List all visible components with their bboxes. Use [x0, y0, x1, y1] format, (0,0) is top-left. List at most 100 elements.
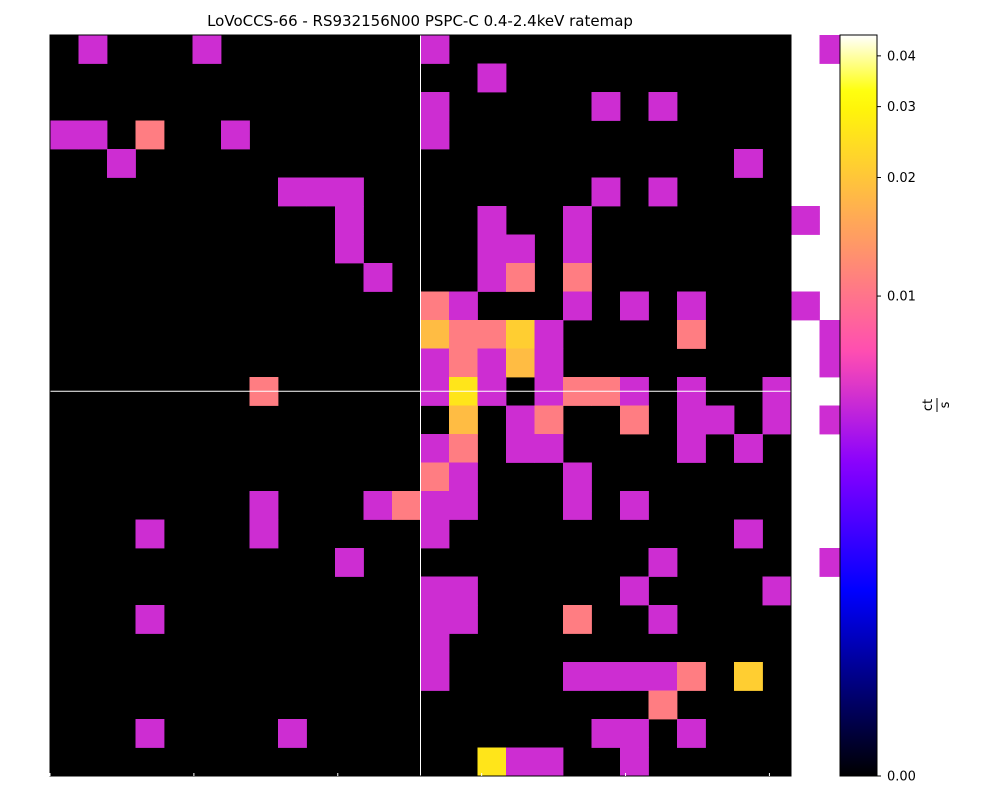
heatmap-cell [135, 605, 165, 634]
heatmap-cell [563, 662, 592, 691]
heatmap-cell [449, 491, 478, 520]
heatmap-cell [335, 177, 364, 207]
colorbar-units: ct s [921, 398, 953, 412]
colorbar-tick-label: 0.01 [887, 290, 916, 305]
heatmap-plot[interactable] [49, 34, 849, 777]
heatmap-cell [135, 519, 165, 549]
heatmap-cell [78, 35, 108, 64]
heatmap-cell [734, 519, 763, 549]
heatmap-cell [477, 234, 507, 264]
heatmap-cell [791, 206, 820, 235]
heatmap-cell [648, 605, 678, 634]
heatmap-cell [449, 320, 478, 349]
heatmap-cell [420, 120, 450, 150]
heatmap-cell [620, 662, 649, 691]
heatmap-cell [563, 234, 592, 264]
heatmap-cell [677, 662, 706, 691]
heatmap-cell [449, 348, 478, 378]
heatmap-cell [420, 491, 450, 520]
plot-frame [49, 34, 792, 777]
heatmap-cell [677, 320, 706, 349]
colorbar-tick-label: 0.03 [887, 100, 916, 115]
heatmap-cell [620, 405, 649, 435]
heatmap-cell [420, 92, 450, 121]
heatmap-cell [420, 291, 450, 321]
colorbar-tick-label: 0.00 [887, 770, 916, 785]
heatmap-cell [620, 719, 649, 748]
heatmap-cell [648, 548, 678, 577]
heatmap-cell [278, 177, 307, 207]
heatmap-cell [534, 434, 564, 463]
heatmap-cell [278, 719, 307, 748]
heatmap-cell [620, 576, 649, 606]
heatmap-cell [620, 747, 649, 777]
heatmap-cell [534, 320, 564, 349]
heatmap-cell [420, 348, 450, 378]
colorbar-bar [839, 34, 878, 777]
colorbar-tick-label: 0.02 [887, 171, 916, 186]
heatmap-cell [506, 747, 535, 777]
units-denominator: s [938, 401, 953, 408]
heatmap-cell [449, 576, 478, 606]
heatmap-cell [420, 662, 450, 691]
heatmap-cell [363, 263, 393, 292]
heatmap-cell [648, 662, 678, 691]
heatmap-cell [249, 519, 279, 549]
heatmap-cell [477, 263, 507, 292]
heatmap-cell [705, 405, 735, 435]
heatmap-cell [477, 747, 507, 777]
heatmap-cell [420, 462, 450, 492]
heatmap-cell [221, 120, 250, 150]
heatmap-cell [363, 491, 393, 520]
heatmap-cell [534, 747, 564, 777]
heatmap-cell [249, 491, 279, 520]
heatmap-cell [420, 519, 450, 549]
heatmap-cell [591, 92, 621, 121]
heatmap-cell [50, 120, 79, 150]
heatmap-cell [677, 434, 706, 463]
heatmap-cell [762, 576, 792, 606]
heatmap-cell [135, 120, 165, 150]
heatmap-cell [135, 719, 165, 748]
heatmap-cell [563, 206, 592, 235]
heatmap-cell [477, 63, 507, 93]
heatmap-cell [392, 491, 421, 520]
heatmap-cell [449, 434, 478, 463]
heatmap-cell [591, 177, 621, 207]
heatmap-cell [591, 719, 621, 748]
heatmap-cell [335, 548, 364, 577]
heatmap-cell [477, 320, 507, 349]
heatmap-cell [78, 120, 108, 150]
heatmap-cell [734, 149, 763, 178]
heatmap-cell [449, 405, 478, 435]
heatmap-cell [506, 405, 535, 435]
heatmap-cell [449, 291, 478, 321]
heatmap-cell [449, 605, 478, 634]
heatmap-cell [506, 348, 535, 378]
heatmap-cell [335, 206, 364, 235]
heatmap-cell [335, 234, 364, 264]
heatmap-cell [506, 234, 535, 264]
heatmap-cell [563, 263, 592, 292]
heatmap-cell [192, 35, 222, 64]
heatmap-cell [420, 434, 450, 463]
heatmap-cell [648, 690, 678, 720]
heatmap-cell [534, 405, 564, 435]
heatmap-cell [306, 177, 336, 207]
heatmap-cell [677, 719, 706, 748]
heatmap-cell [734, 434, 763, 463]
heatmap-cell [762, 405, 792, 435]
heatmap-cell [506, 263, 535, 292]
heatmap-cell [420, 605, 450, 634]
heatmap-cell [506, 434, 535, 463]
heatmap-cell [563, 291, 592, 321]
chart-title: LoVoCCS-66 - RS932156N00 PSPC-C 0.4-2.4k… [207, 12, 633, 30]
crosshair [50, 35, 791, 776]
heatmap-cell [620, 491, 649, 520]
heatmap-cell [107, 149, 136, 178]
heatmap-cell [563, 605, 592, 634]
heatmap-cell [563, 491, 592, 520]
heatmap-cell [420, 35, 450, 64]
heatmap-cell [734, 662, 763, 691]
